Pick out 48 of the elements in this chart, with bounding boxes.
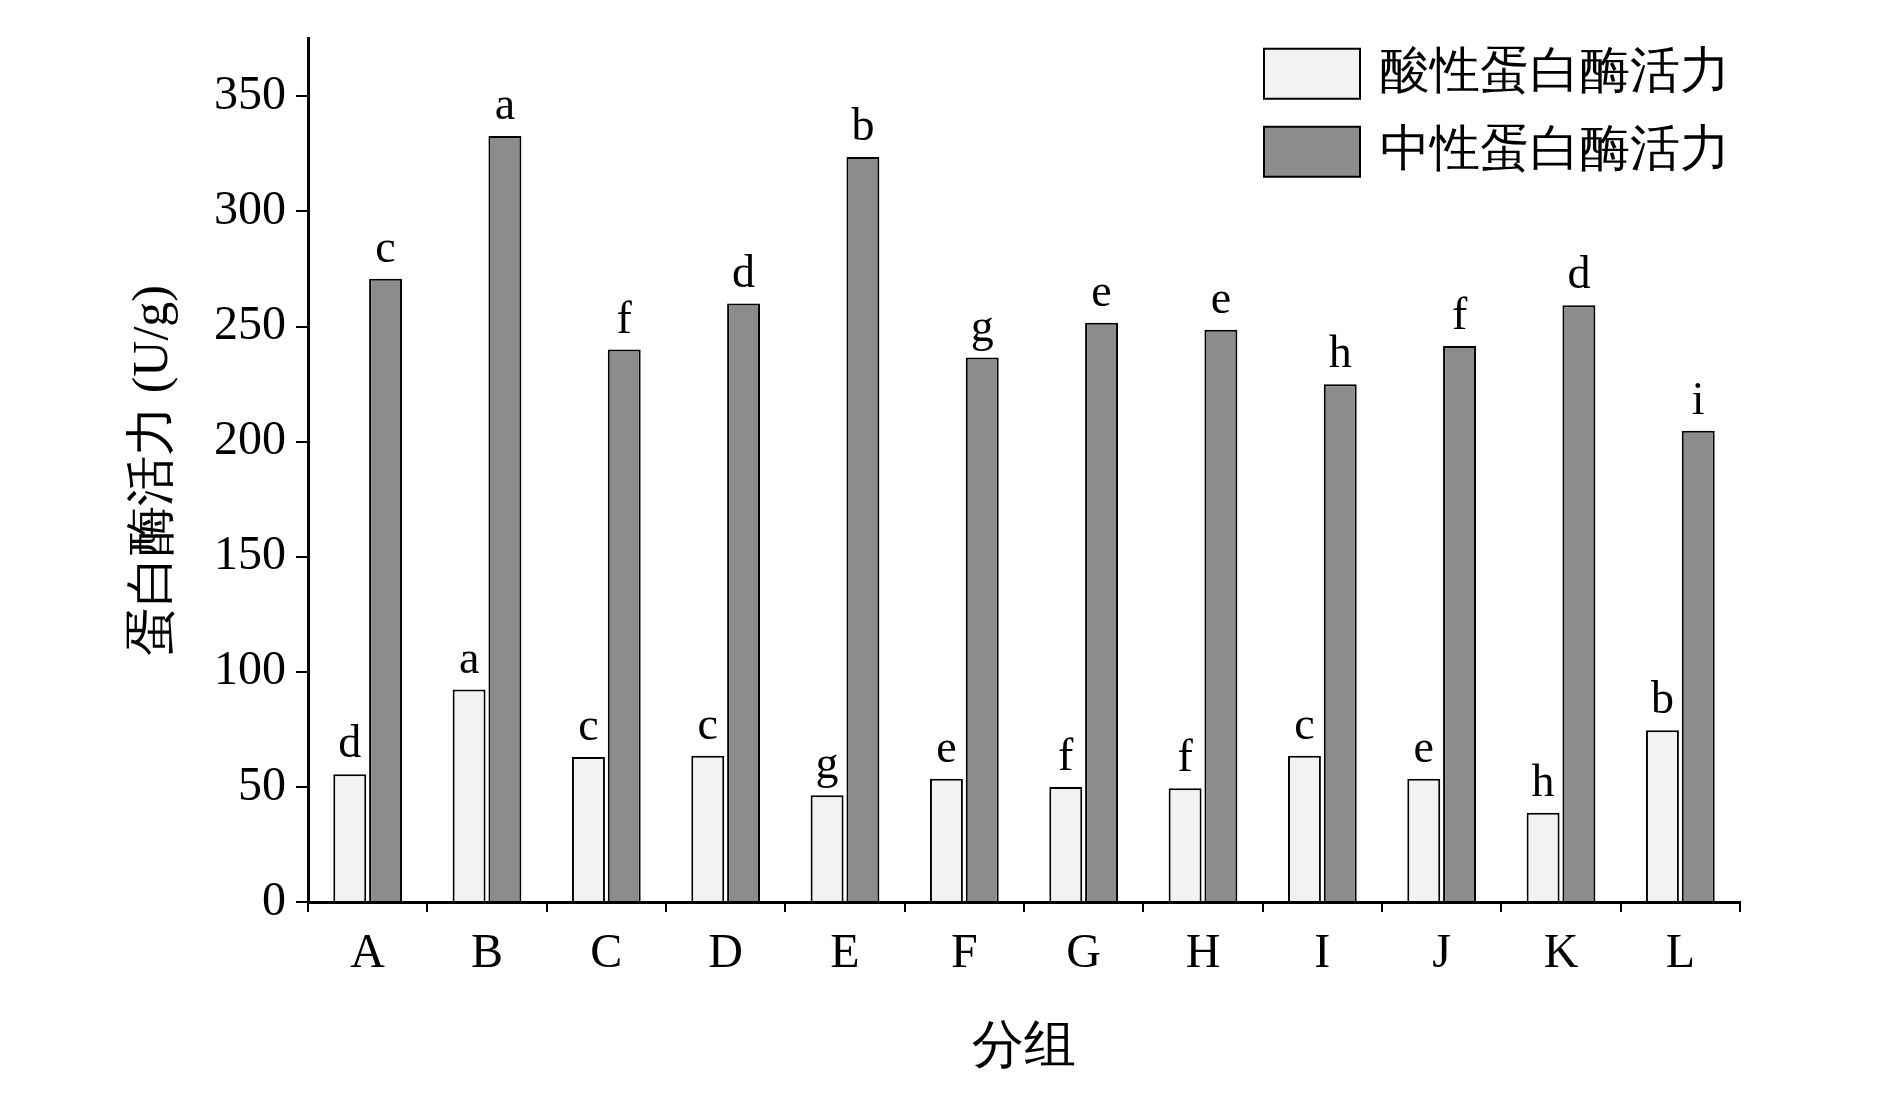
y-tick-label: 150	[214, 526, 286, 580]
x-tick-label: B	[470, 924, 504, 978]
annotation: g	[970, 299, 994, 351]
annotation: a	[494, 78, 516, 130]
annotation: c	[697, 697, 718, 749]
y-tick-label: 350	[214, 65, 286, 119]
annotation: c	[578, 699, 599, 751]
annotation: i	[1691, 372, 1705, 424]
y-tick-label: 250	[214, 296, 286, 350]
y-tick-label: 50	[238, 756, 286, 810]
y-tick-label: 100	[214, 641, 286, 695]
annotation: b	[1650, 672, 1674, 724]
annotation: e	[1413, 720, 1434, 772]
annotation: e	[1091, 264, 1112, 316]
x-tick-label: A	[350, 924, 386, 978]
x-axis-title: 分组	[972, 1016, 1076, 1074]
x-tick-label: H	[1185, 924, 1221, 978]
x-tick-label: D	[708, 924, 743, 978]
annotation: h	[1531, 754, 1555, 806]
annotation: f	[1451, 288, 1468, 340]
annotation: c	[375, 220, 396, 272]
x-tick-label: G	[1066, 924, 1101, 978]
legend-label: 酸性蛋白酶活力	[1380, 41, 1730, 98]
annotation: c	[1294, 697, 1315, 749]
y-tick-label: 0	[262, 871, 286, 925]
annotation: b	[851, 98, 875, 150]
annotation: d	[1567, 247, 1591, 299]
annotation: e	[936, 720, 957, 772]
annotation: g	[815, 737, 839, 789]
y-tick-label: 200	[214, 411, 286, 465]
annotation: f	[1058, 728, 1075, 780]
x-tick-label: F	[950, 924, 978, 978]
annotation: d	[732, 245, 756, 297]
annotation: d	[338, 716, 362, 768]
x-tick-label: E	[830, 924, 860, 978]
annotation: h	[1328, 326, 1352, 378]
x-tick-label: K	[1543, 924, 1579, 978]
x-tick-label: L	[1665, 924, 1695, 978]
annotation: f	[1177, 730, 1194, 782]
legend-label: 中性蛋白酶活力	[1380, 119, 1730, 176]
annotation: a	[458, 631, 480, 683]
y-axis-title: 蛋白酶活力 (U/g)	[122, 284, 179, 656]
x-tick-label: C	[590, 924, 623, 978]
annotation: e	[1210, 271, 1232, 323]
y-tick-label: 300	[214, 181, 286, 235]
x-tick-label: J	[1432, 924, 1452, 978]
annotation: f	[616, 291, 633, 343]
x-tick-label: I	[1314, 924, 1331, 978]
